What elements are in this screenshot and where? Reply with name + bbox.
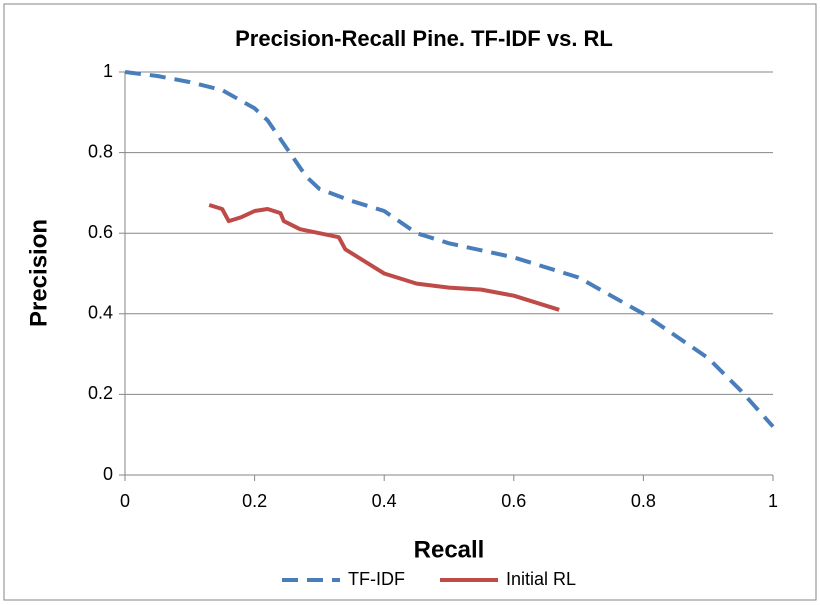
- x-tick-label: 0.4: [372, 491, 397, 511]
- x-tick-label: 1: [768, 491, 778, 511]
- x-tick-label: 0.8: [631, 491, 656, 511]
- series-line: [124, 70, 775, 428]
- x-tick-label: 0.2: [242, 491, 267, 511]
- x-tick-label: 0.6: [501, 491, 526, 511]
- chart-border: [3, 3, 817, 601]
- y-tick-label: 0.8: [88, 141, 113, 161]
- y-tick-label: 0: [103, 464, 113, 484]
- chart-title: Precision-Recall Pine. TF-IDF vs. RL: [235, 26, 613, 51]
- legend-label: TF-IDF: [348, 569, 405, 589]
- x-tick-label: 0: [120, 491, 130, 511]
- x-axis-title: Recall: [414, 536, 485, 563]
- y-tick-label: 0.4: [88, 303, 113, 323]
- y-axis-title: Precision: [25, 219, 52, 327]
- y-tick-label: 1: [103, 61, 113, 81]
- y-tick-label: 0.6: [88, 222, 113, 242]
- series-line: [208, 203, 560, 312]
- y-tick-label: 0.2: [88, 383, 113, 403]
- legend-label: Initial RL: [506, 569, 576, 589]
